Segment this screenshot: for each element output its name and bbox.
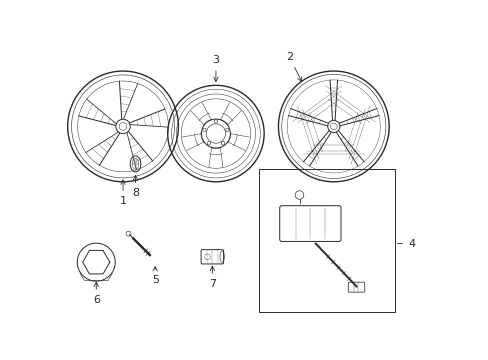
Text: 5: 5 [151, 267, 159, 285]
Bar [258, 169, 394, 312]
Text: 8: 8 [132, 175, 139, 198]
Text: 1: 1 [119, 180, 126, 206]
Text: 4: 4 [396, 239, 414, 249]
Text: 6: 6 [93, 282, 100, 305]
Text: 2: 2 [285, 52, 301, 82]
Text: 3: 3 [212, 55, 219, 82]
Text: 7: 7 [208, 266, 216, 289]
